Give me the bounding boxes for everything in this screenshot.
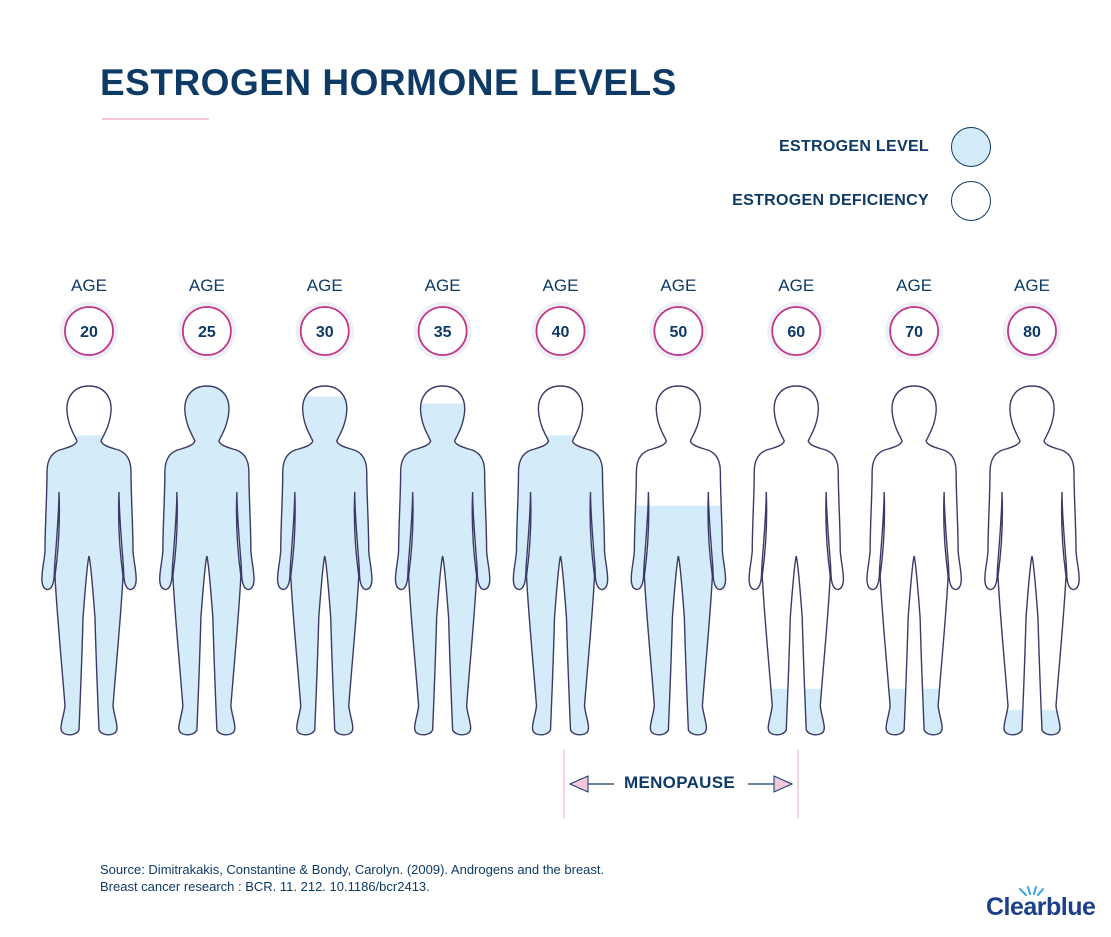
figure-age-20: AGE 20 bbox=[41, 276, 137, 736]
age-badge-60 bbox=[771, 306, 822, 356]
age-prefix-label: AGE bbox=[896, 276, 932, 295]
age-prefix-label: AGE bbox=[425, 276, 461, 295]
page-title: ESTROGEN HORMONE LEVELS bbox=[100, 62, 677, 103]
legend: ESTROGEN LEVEL ESTROGEN DEFICIENCY bbox=[732, 124, 991, 232]
source-citation: Source: Dimitrakakis, Constantine & Bond… bbox=[100, 861, 604, 895]
age-badge-20 bbox=[64, 306, 114, 356]
estrogen-fill-age-50 bbox=[631, 505, 726, 735]
age-badge-40 bbox=[535, 306, 586, 356]
figure-age-35: AGE 35 bbox=[394, 276, 491, 736]
legend-swatch-estrogen-level bbox=[951, 127, 991, 167]
age-prefix-label: AGE bbox=[1014, 276, 1050, 295]
logo-burst-icon bbox=[1019, 886, 1044, 896]
figure-age-80: AGE 80 bbox=[984, 276, 1080, 736]
legend-label-estrogen-deficiency: ESTROGEN DEFICIENCY bbox=[732, 192, 929, 209]
age-value-label: 70 bbox=[905, 324, 923, 341]
legend-item-estrogen-deficiency: ESTROGEN DEFICIENCY bbox=[732, 178, 991, 224]
figure-age-70: AGE 70 bbox=[866, 276, 963, 736]
age-badge-35 bbox=[417, 306, 468, 356]
age-prefix-label: AGE bbox=[189, 276, 225, 295]
body-silhouette-icon bbox=[984, 385, 1080, 736]
menopause-annotation bbox=[563, 750, 799, 818]
legend-label-estrogen-level: ESTROGEN LEVEL bbox=[779, 138, 929, 155]
age-value-label: 60 bbox=[787, 324, 805, 341]
age-badge-70 bbox=[889, 306, 940, 356]
age-value-label: 25 bbox=[198, 324, 216, 341]
menopause-label: MENOPAUSE bbox=[624, 773, 736, 792]
age-prefix-label: AGE bbox=[778, 276, 814, 295]
age-value-label: 35 bbox=[434, 324, 452, 341]
age-prefix-label: AGE bbox=[307, 276, 343, 295]
age-badge-25 bbox=[181, 306, 232, 356]
age-badge-80 bbox=[1007, 306, 1057, 356]
age-badge-30 bbox=[299, 306, 350, 356]
figures-group: AGE 20 AGE 25 AGE 30 AGE 35 AGE 40 AGE 50 AGE 60 AGE 70… bbox=[41, 276, 1080, 736]
estrogen-fill-age-35 bbox=[395, 403, 490, 735]
figure-age-50: AGE 50 bbox=[630, 276, 727, 736]
body-silhouette-icon bbox=[866, 385, 963, 736]
age-badge-50 bbox=[653, 306, 704, 356]
legend-swatch-estrogen-deficiency bbox=[951, 181, 991, 221]
estrogen-fill-age-30 bbox=[277, 396, 372, 735]
estrogen-fill-age-80 bbox=[984, 709, 1080, 735]
figure-age-40: AGE 40 bbox=[512, 276, 609, 736]
age-value-label: 80 bbox=[1023, 324, 1041, 341]
arrow-left-icon bbox=[568, 775, 589, 793]
title-underline bbox=[102, 118, 209, 120]
figure-age-25: AGE 25 bbox=[158, 276, 255, 736]
figure-age-60: AGE 60 bbox=[748, 276, 845, 736]
age-prefix-label: AGE bbox=[543, 276, 579, 295]
body-silhouette-icon bbox=[630, 385, 727, 736]
age-value-label: 30 bbox=[316, 324, 334, 341]
age-value-label: 40 bbox=[552, 324, 570, 341]
estrogen-fill-age-60 bbox=[749, 688, 844, 735]
estrogen-fill-age-25 bbox=[159, 386, 255, 735]
figure-age-30: AGE 30 bbox=[276, 276, 373, 736]
age-prefix-label: AGE bbox=[71, 276, 107, 295]
age-prefix-label: AGE bbox=[660, 276, 696, 295]
clearblue-logo: Clearblue bbox=[986, 893, 1096, 921]
source-line-1: Source: Dimitrakakis, Constantine & Bond… bbox=[100, 862, 605, 877]
source-line-2: Breast cancer research : BCR. 11. 212. 1… bbox=[100, 879, 430, 894]
estrogen-fill-age-70 bbox=[866, 688, 962, 735]
arrow-right-icon bbox=[773, 775, 794, 793]
legend-item-estrogen-level: ESTROGEN LEVEL bbox=[732, 124, 991, 170]
age-value-label: 50 bbox=[669, 324, 687, 341]
age-value-label: 20 bbox=[80, 324, 98, 341]
body-silhouette-icon bbox=[748, 385, 845, 736]
